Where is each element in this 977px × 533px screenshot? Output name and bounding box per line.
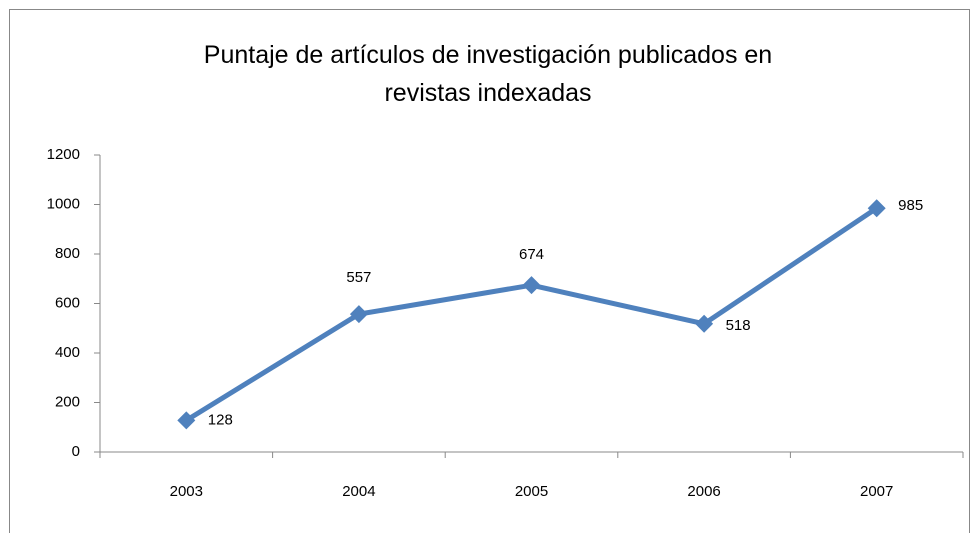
x-tick-label: 2004 bbox=[342, 483, 375, 500]
y-tick-label: 800 bbox=[55, 245, 80, 262]
x-tick-label: 2007 bbox=[860, 483, 893, 500]
x-tick-label: 2005 bbox=[515, 483, 548, 500]
y-tick-label: 600 bbox=[55, 294, 80, 311]
data-label: 128 bbox=[208, 411, 233, 428]
x-tick-label: 2006 bbox=[687, 483, 720, 500]
data-point bbox=[349, 305, 368, 324]
data-point bbox=[177, 411, 196, 430]
data-label: 557 bbox=[346, 269, 371, 286]
data-point bbox=[867, 199, 886, 218]
y-tick-label: 200 bbox=[55, 393, 80, 410]
y-tick-label: 0 bbox=[72, 443, 80, 460]
data-label: 518 bbox=[726, 317, 751, 334]
y-tick-label: 1000 bbox=[47, 195, 80, 212]
chart-title: Puntaje de artículos de investigación pu… bbox=[203, 41, 773, 107]
data-point bbox=[695, 314, 714, 333]
data-point bbox=[522, 276, 541, 295]
x-tick-label: 2003 bbox=[170, 483, 203, 500]
data-label: 674 bbox=[519, 246, 544, 263]
y-tick-label: 1200 bbox=[47, 146, 80, 163]
y-tick-label: 400 bbox=[55, 344, 80, 361]
chart-border bbox=[9, 9, 970, 533]
data-line bbox=[184, 206, 879, 423]
data-label: 985 bbox=[898, 197, 923, 214]
